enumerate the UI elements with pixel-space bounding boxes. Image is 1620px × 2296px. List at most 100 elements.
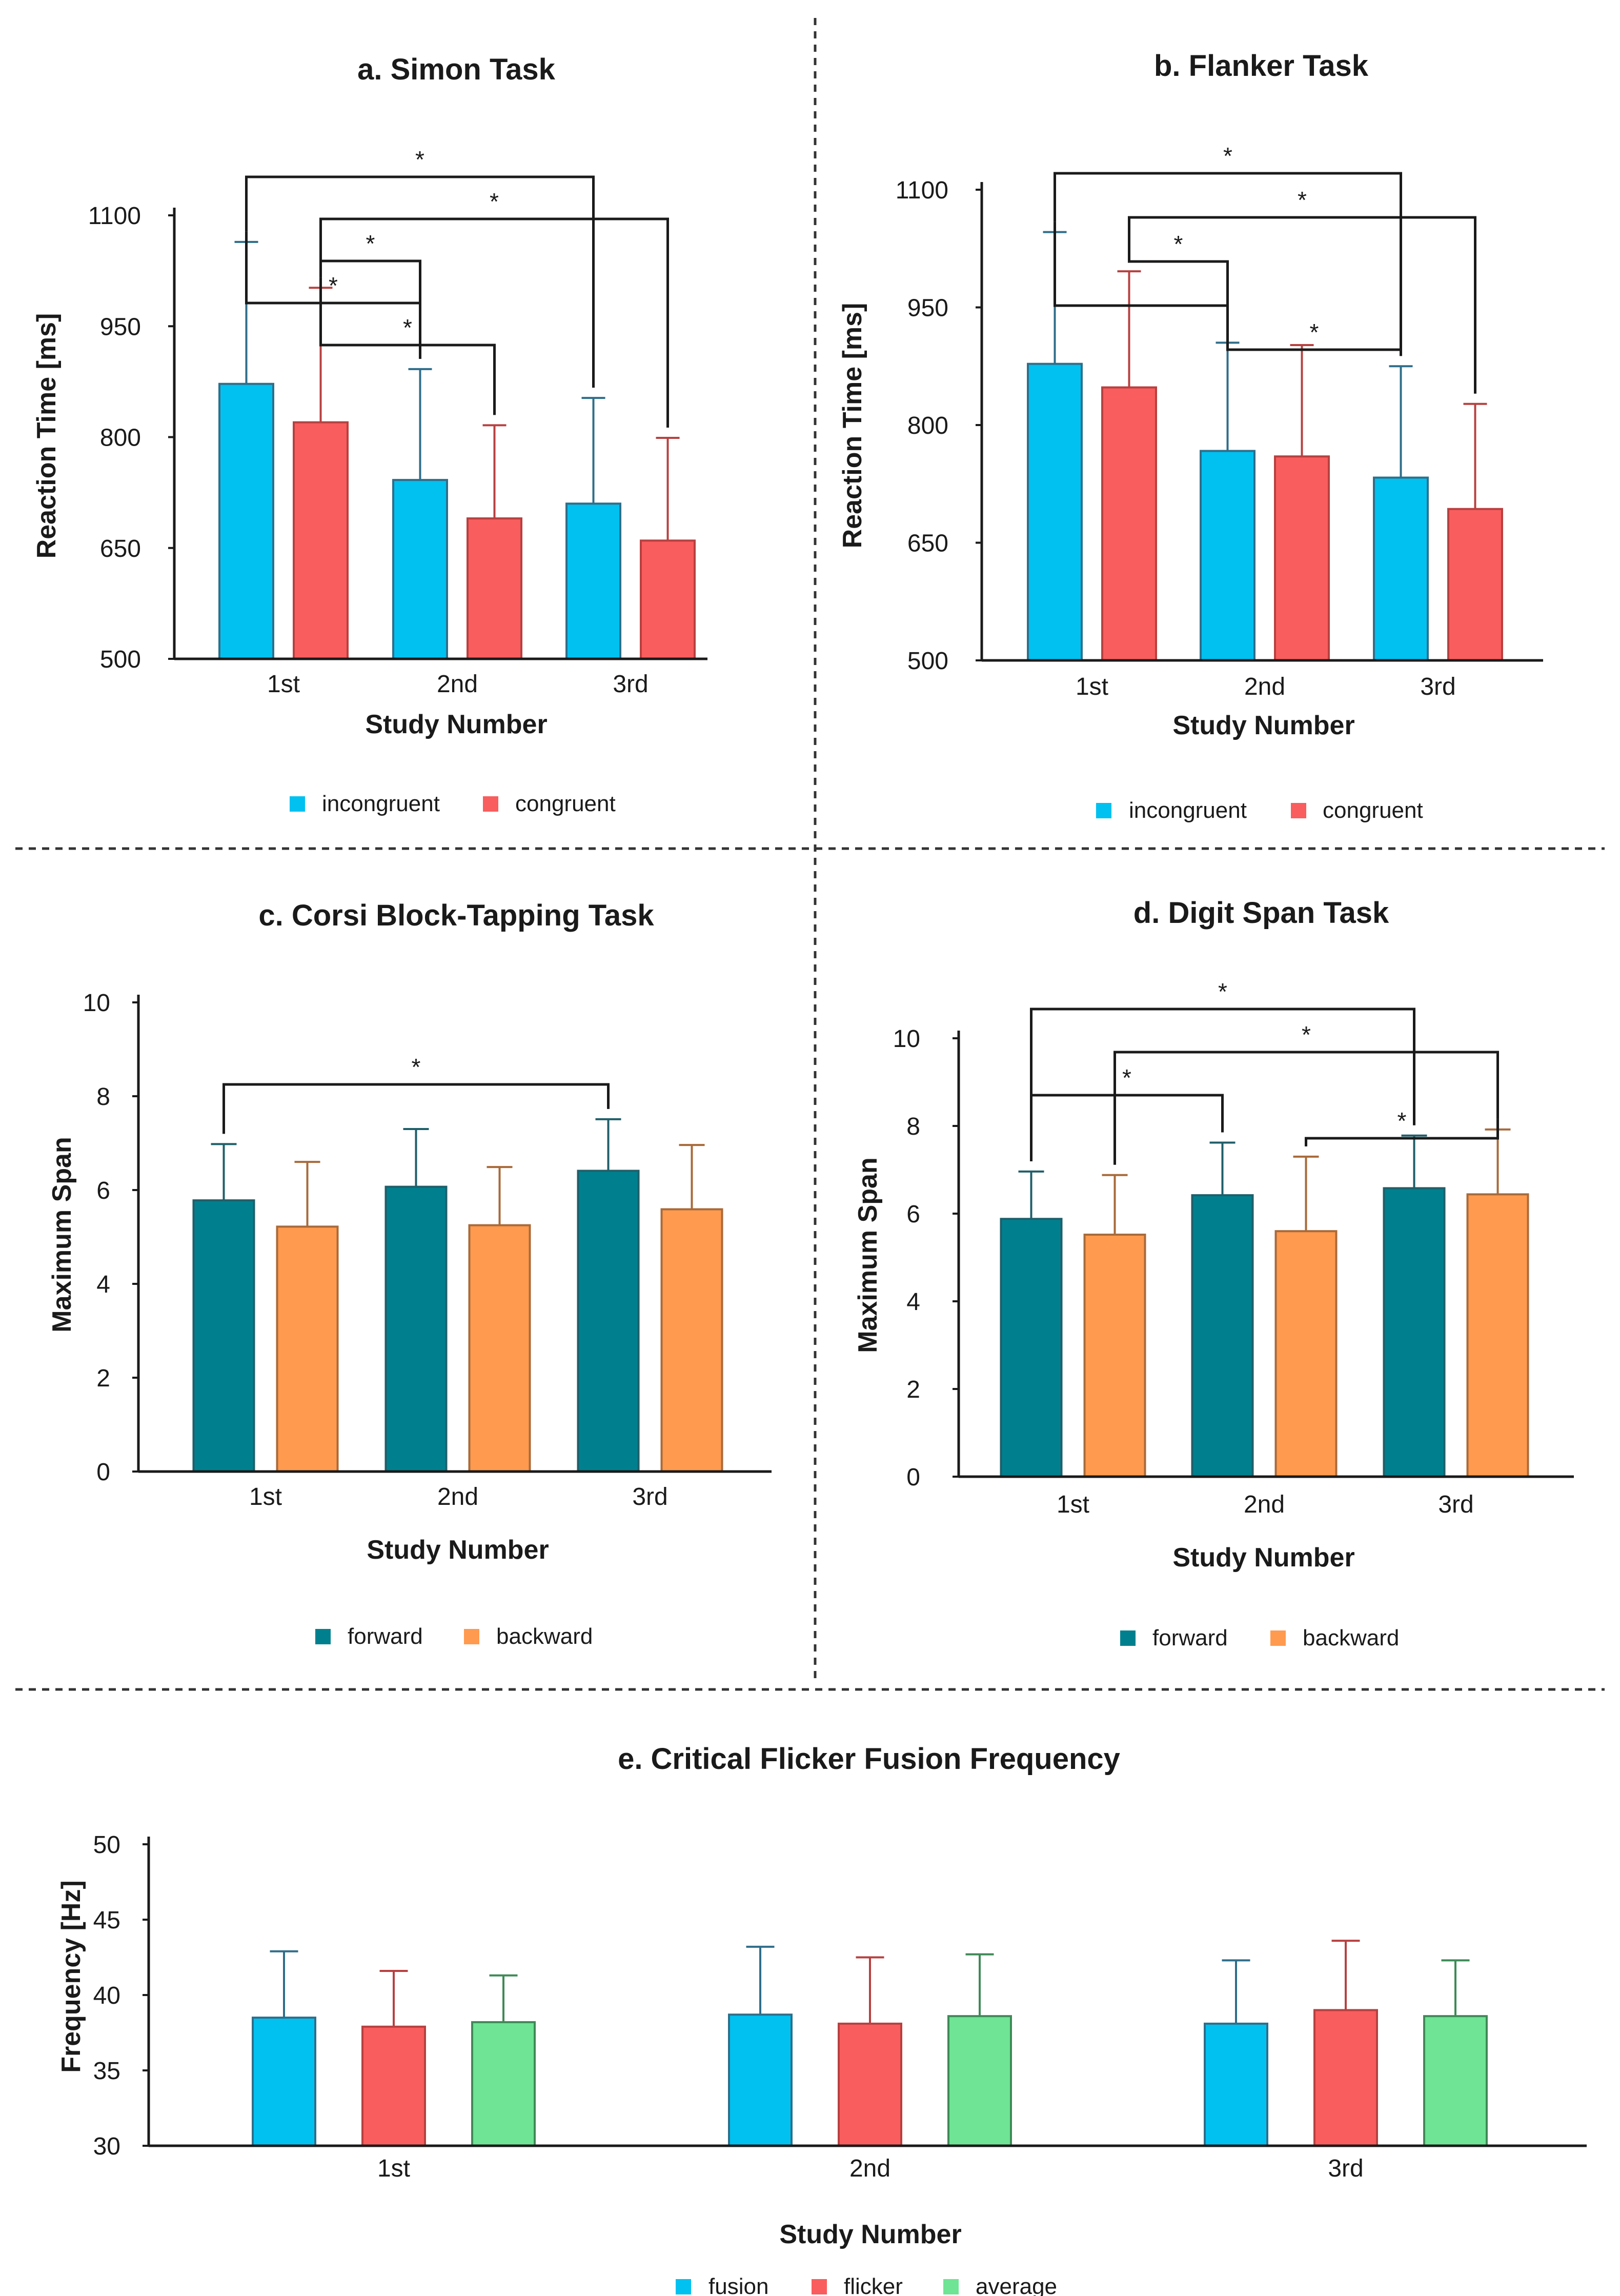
x-tick-label: 2nd [437,1483,478,1510]
significance-bracket [1128,260,1229,333]
bar-flicker-2nd [838,2022,902,2147]
panel-e-x-axis-title: Study Number [779,2220,961,2249]
panel-a-legend: incongruent congruent [290,791,616,816]
bar-incongruent-3rd [565,502,621,660]
significance-bracket [1113,1051,1499,1165]
x-tick-label: 1st [1057,1491,1089,1518]
panel-a-plot: 500 650 800 950 1100 1st 2nd 3rd * * * * * [88,146,707,698]
bar-forward-3rd [1383,1187,1446,1478]
x-tick-label: 1st [377,2155,410,2182]
significance-star: * [1174,231,1183,257]
y-tick-label: 4 [96,1271,110,1298]
y-tick-label: 0 [96,1459,110,1486]
bar-average-3rd [1423,2015,1488,2147]
legend-label-congruent: congruent [1323,798,1423,823]
bar-fusion-2nd [728,2013,793,2147]
x-tick-label: 3rd [613,671,648,698]
bar-average-1st [471,2021,536,2147]
bar-congruent-1st [1101,386,1157,661]
y-tick-label: 6 [96,1177,110,1204]
x-tick-label: 2nd [437,671,478,698]
bar-congruent-2nd [1274,455,1330,661]
legend-swatch-backward [464,1629,479,1644]
y-tick-label: 650 [100,535,141,562]
y-tick-label: 50 [93,1831,120,1859]
y-tick-label: 500 [100,646,141,673]
y-tick-label: 1100 [896,177,948,204]
y-tick-label: 30 [93,2133,120,2160]
legend-label-forward: forward [348,1624,423,1649]
legend-label-forward: forward [1152,1625,1228,1650]
x-tick-label: 2nd [1244,1491,1285,1518]
significance-bracket [319,217,669,428]
bar-forward-1st [1000,1218,1063,1478]
legend-label-flicker: flicker [844,2274,903,2296]
bar-incongruent-1st [1027,362,1083,661]
y-tick-label: 10 [83,990,110,1017]
significance-bracket [245,231,421,359]
significance-bracket [1128,216,1476,394]
bar-flicker-3rd [1313,2009,1378,2147]
significance-bracket [222,1083,610,1134]
panel-d-legend: forward backward [1120,1625,1399,1650]
significance-bracket [1054,221,1229,333]
significance-star: * [329,272,338,299]
significance-star: * [1223,143,1232,169]
legend-swatch-fusion [676,2279,691,2294]
legend-swatch-average [943,2279,959,2294]
y-tick-label: 6 [906,1201,920,1228]
panel-c-title: c. Corsi Block-Tapping Task [258,899,654,932]
panel-b-y-axis-title: Reaction Time [ms] [838,303,867,549]
panel-e-y-axis-title: Frequency [Hz] [56,1880,86,2073]
x-tick-label: 3rd [1420,673,1455,700]
y-tick-label: 1100 [88,203,141,230]
legend-swatch-forward [315,1629,331,1644]
bar-fusion-1st [252,2017,316,2147]
significance-star: * [403,314,412,341]
panel-e-legend: fusion flicker average [676,2274,1057,2296]
x-tick-label: 1st [267,671,300,698]
panel-b-plot: 500 650 800 950 1100 1st 2nd 3rd * * * * [896,143,1543,700]
panel-e-plot: 30 35 40 45 50 1st 2nd 3rd [93,1831,1587,2182]
x-tick-label: 1st [1076,673,1108,700]
significance-star: * [1398,1107,1407,1134]
y-tick-label: 10 [893,1025,920,1053]
bar-backward-1st [1083,1234,1146,1478]
significance-star: * [412,1054,421,1080]
y-tick-label: 8 [906,1113,920,1140]
significance-bracket [1030,1008,1415,1161]
bar-forward-2nd [384,1185,448,1473]
bar-congruent-2nd [467,517,522,660]
x-tick-label: 3rd [1328,2155,1363,2182]
significance-bracket [245,175,595,388]
panel-c-plot: 0 2 4 6 8 10 1st 2nd 3rd * [83,990,772,1510]
significance-star: * [490,188,499,215]
bar-congruent-3rd [1447,508,1503,662]
y-tick-label: 950 [907,295,948,322]
legend-swatch-incongruent [290,796,305,812]
significance-bracket [1054,172,1402,356]
bar-backward-1st [276,1225,339,1473]
significance-bracket [1305,1119,1499,1146]
x-tick-label: 1st [249,1483,282,1510]
panel-a-x-axis-title: Study Number [365,710,547,739]
bar-congruent-3rd [640,539,696,660]
bar-congruent-1st [293,421,349,660]
legend-label-incongruent: incongruent [322,791,440,816]
y-tick-label: 500 [907,648,948,675]
bar-incongruent-1st [218,382,274,660]
bar-forward-3rd [577,1170,640,1473]
bar-fusion-3rd [1204,2022,1268,2147]
x-tick-label: 2nd [849,2155,890,2182]
y-tick-label: 45 [93,1907,120,1934]
bar-flicker-1st [361,2025,426,2147]
bar-incongruent-2nd [392,479,448,660]
panel-b-title: b. Flanker Task [1154,49,1369,83]
y-tick-label: 0 [906,1464,920,1491]
bar-average-2nd [947,2015,1012,2147]
legend-swatch-incongruent [1096,803,1111,818]
significance-star: * [1302,1021,1311,1048]
panel-b-legend: incongruent congruent [1096,798,1423,823]
